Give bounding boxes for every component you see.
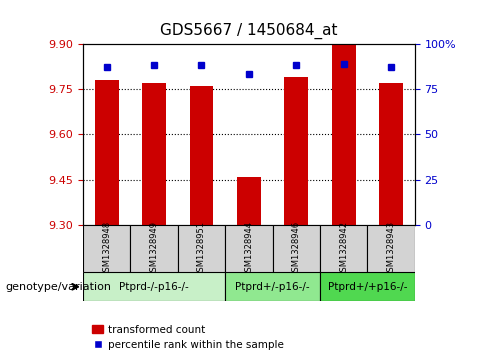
Text: GSM1328949: GSM1328949 [149,221,159,277]
Text: Ptprd+/+p16-/-: Ptprd+/+p16-/- [327,282,407,292]
Bar [332,44,356,225]
Text: genotype/variation: genotype/variation [5,282,111,292]
FancyBboxPatch shape [320,272,415,301]
Text: Ptprd-/-p16-/-: Ptprd-/-p16-/- [119,282,189,292]
FancyBboxPatch shape [83,272,225,301]
Bar [95,80,119,225]
Bar [379,83,403,225]
Bar [237,177,261,225]
Legend: transformed count, percentile rank within the sample: transformed count, percentile rank withi… [88,321,288,354]
FancyBboxPatch shape [83,225,130,272]
Bar [142,83,166,225]
Bar [190,86,213,225]
FancyBboxPatch shape [367,225,415,272]
Text: Ptprd+/-p16-/-: Ptprd+/-p16-/- [235,282,310,292]
Title: GDS5667 / 1450684_at: GDS5667 / 1450684_at [160,23,338,40]
Text: GSM1328946: GSM1328946 [292,221,301,277]
FancyBboxPatch shape [130,225,178,272]
Text: GSM1328944: GSM1328944 [244,221,253,277]
Bar [285,77,308,225]
FancyBboxPatch shape [178,225,225,272]
FancyBboxPatch shape [273,225,320,272]
FancyBboxPatch shape [320,225,367,272]
Text: GSM1328943: GSM1328943 [386,221,396,277]
Text: GSM1328948: GSM1328948 [102,221,111,277]
Text: GSM1328942: GSM1328942 [339,221,348,277]
FancyBboxPatch shape [225,225,273,272]
Text: GSM1328951: GSM1328951 [197,221,206,277]
FancyBboxPatch shape [225,272,320,301]
